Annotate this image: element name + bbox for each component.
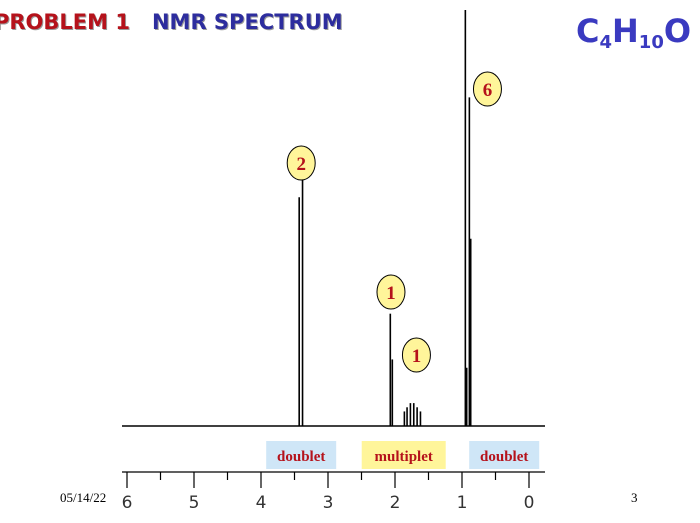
footer-date: 05/14/22 — [60, 490, 107, 505]
formula-c: C — [576, 12, 600, 50]
integration-value-1: 2 — [296, 154, 306, 175]
multiplicity-box-3 — [469, 441, 540, 469]
x-tick-label-4: 4 — [256, 493, 267, 513]
x-tick-label-3: 3 — [323, 493, 334, 513]
x-tick-label-1: 1 — [457, 493, 468, 513]
multiplicity-box-2 — [361, 441, 446, 469]
footer-page-number: 3 — [631, 490, 638, 505]
x-tick-label-6: 6 — [122, 493, 133, 513]
formula-o: O — [663, 12, 692, 50]
multiplicity-label-2: multiplet — [375, 449, 433, 465]
integration-value-3: 1 — [412, 346, 422, 367]
formula-h-count: 10 — [638, 32, 664, 53]
integration-value-2: 1 — [386, 283, 396, 304]
integration-oval-4 — [472, 71, 502, 107]
integration-oval-1 — [286, 145, 316, 181]
x-tick-label-2: 2 — [390, 493, 401, 513]
multiplicity-label-3: doublet — [480, 449, 528, 465]
multiplicity-label-1: doublet — [277, 449, 325, 465]
integration-value-4: 6 — [483, 80, 493, 101]
formula-c-count: 4 — [599, 32, 613, 53]
formula-h: H — [612, 12, 639, 50]
problem-label: PROBLEM 1 — [0, 10, 130, 34]
slide-title: PROBLEM 1 NMR SPECTRUM — [0, 10, 343, 34]
multiplicity-box-1 — [266, 441, 337, 469]
molecular-formula: C4H10O — [576, 12, 691, 53]
integration-oval-2 — [376, 274, 406, 310]
spectrum-label: NMR SPECTRUM — [151, 10, 343, 34]
integration-oval-3 — [401, 337, 431, 373]
x-tick-label-0: 0 — [524, 493, 535, 513]
x-tick-label-5: 5 — [189, 493, 200, 513]
